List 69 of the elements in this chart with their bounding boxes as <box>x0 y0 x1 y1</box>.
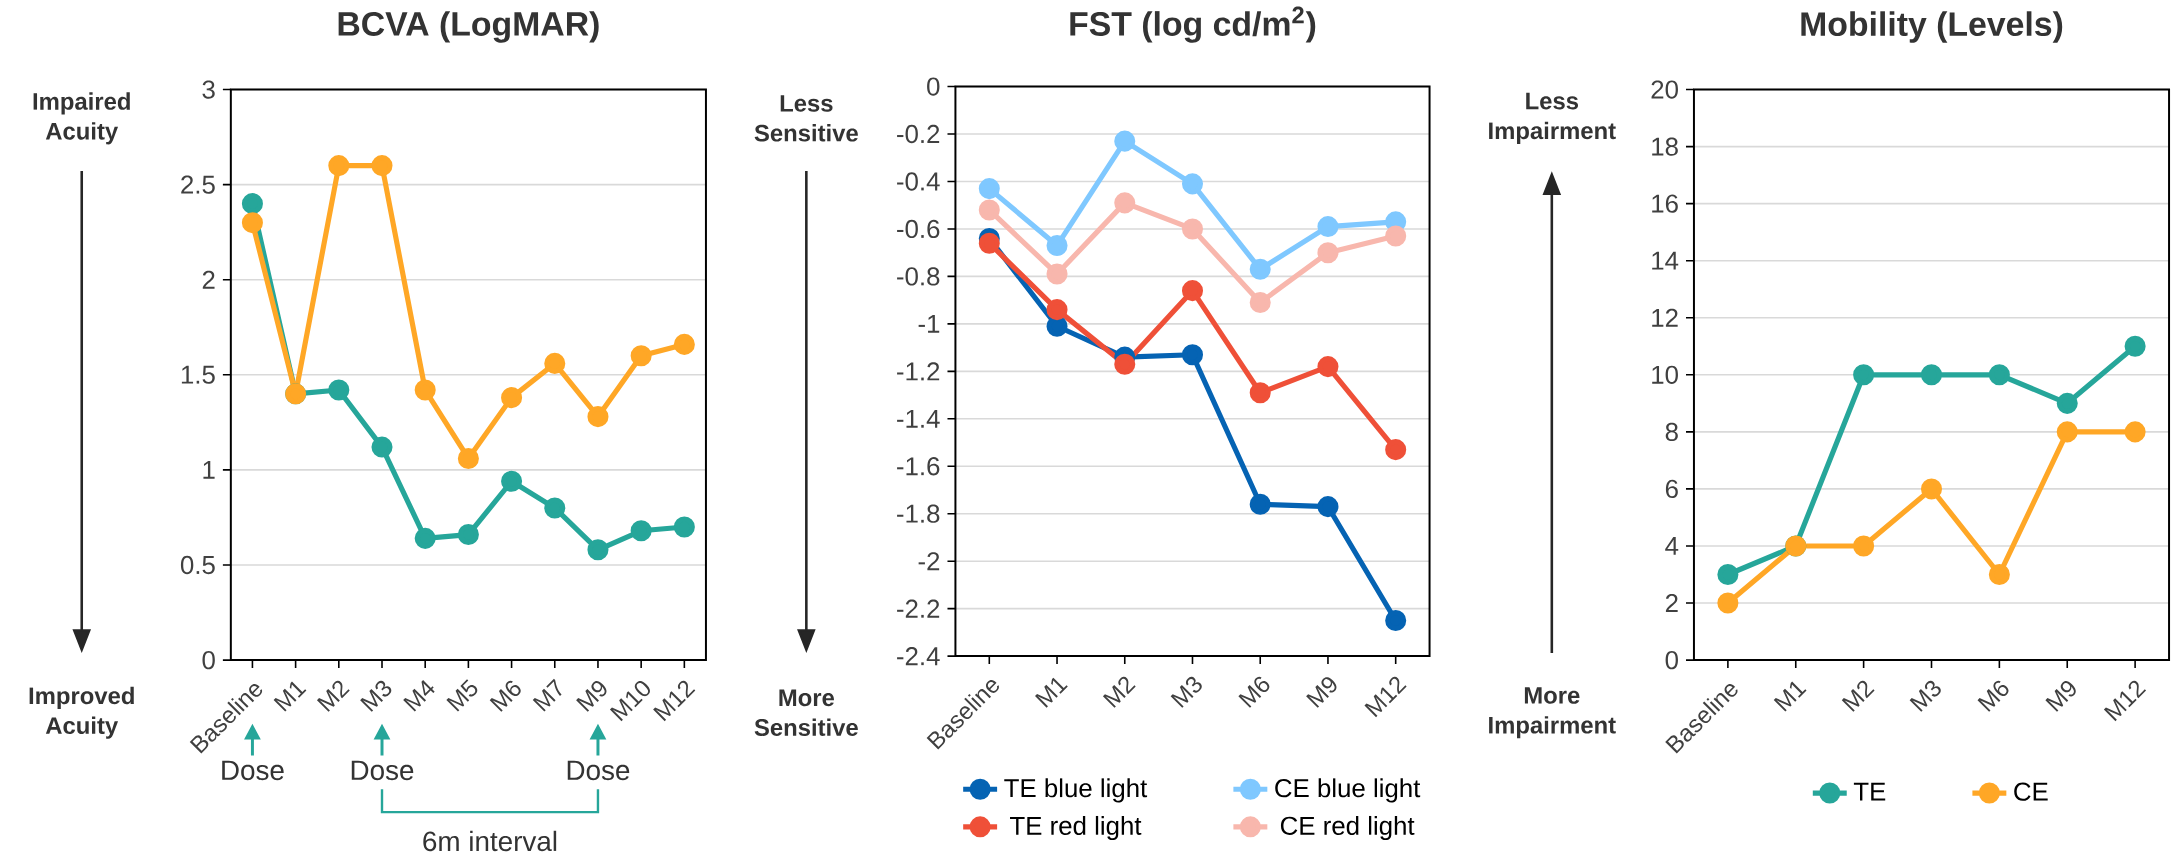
y-tick-label: 12 <box>1652 308 1678 327</box>
legend-label: TE blue light <box>1004 778 1148 803</box>
x-tick-label: M2 <box>316 680 350 712</box>
y-tick-label: -2.4 <box>897 647 940 666</box>
y-tick-label: 3 <box>202 80 215 99</box>
x-tick-label: M2 <box>1102 676 1136 708</box>
text: Dose <box>222 760 284 781</box>
x-tick-label: M3 <box>1170 676 1202 708</box>
y-tick-label: 18 <box>1652 137 1678 156</box>
x-tick-label: M5 <box>446 679 478 712</box>
text: Dose <box>567 760 630 781</box>
x-tick-label: M6 <box>1977 680 2009 712</box>
y-tick-label: 20 <box>1651 80 1678 99</box>
x-tick-label: M6 <box>489 680 521 712</box>
legend-label: TE <box>1853 782 1886 801</box>
x-tick-label: M4 <box>403 680 435 712</box>
y-tick-label: 8 <box>1665 422 1678 442</box>
y-tick-label: 6 <box>1665 479 1678 499</box>
text: 6m interval <box>423 830 557 852</box>
x-tick-label: M1 <box>273 681 307 712</box>
text: More Sensitive <box>754 689 858 737</box>
y-tick-label: 4 <box>1665 537 1679 555</box>
legend-label: CE <box>2014 782 2048 801</box>
y-tick-label: -2 <box>918 552 940 571</box>
text: Less Impairment <box>1489 92 1616 145</box>
legend-label: CE red light <box>1280 816 1415 841</box>
y-tick-label: 0 <box>927 77 940 96</box>
x-tick-label: M3 <box>1909 680 1941 712</box>
x-tick-label: M9 <box>2045 681 2076 712</box>
y-tick-label: -1.6 <box>897 457 940 476</box>
y-tick-label: -1.2 <box>897 362 940 381</box>
text: Impaired Acuity <box>33 92 130 145</box>
y-tick-label: 1.5 <box>181 365 215 384</box>
y-tick-label: -0.2 <box>897 124 940 144</box>
y-tick-label: 14 <box>1652 251 1679 270</box>
x-tick-label: M2 <box>1841 680 1875 712</box>
x-tick-label: M9 <box>1306 677 1337 708</box>
y-tick-label: -2.2 <box>897 599 940 618</box>
y-tick-label: 10 <box>1652 365 1678 385</box>
y-tick-label: -1 <box>918 315 940 333</box>
y-tick-label: -1.8 <box>897 504 940 523</box>
text: Less Sensitive <box>754 95 858 142</box>
chart-title: Mobility (Levels) <box>1801 11 2063 43</box>
legend-label: CE blue light <box>1275 778 1421 803</box>
y-tick-label: 0 <box>202 651 215 670</box>
y-tick-label: 2.5 <box>181 175 215 194</box>
y-tick-label: 0.5 <box>180 555 215 575</box>
y-tick-label: 1 <box>203 461 215 479</box>
y-tick-label: 2 <box>1665 594 1678 613</box>
y-tick-label: -0.6 <box>897 219 940 239</box>
legend-label: TE red light <box>1010 816 1142 841</box>
x-tick-label: M3 <box>360 680 392 712</box>
text: Dose <box>351 760 414 781</box>
x-tick-label: M9 <box>576 681 607 712</box>
x-tick-label: M10 <box>609 681 650 722</box>
y-tick-label: 0 <box>1665 651 1678 670</box>
y-tick-label: 2 <box>202 270 215 289</box>
text: More Impairment <box>1489 687 1616 739</box>
y-tick-label: -0.8 <box>897 267 940 286</box>
y-tick-label: -0.4 <box>897 172 940 191</box>
chart-title: BCVA (LogMAR) <box>338 11 599 43</box>
y-tick-label: 16 <box>1652 194 1678 213</box>
chart-title: FST (log cd/m$^{2}$) <box>1070 6 1316 43</box>
text: Improved Acuity <box>29 686 134 739</box>
x-tick-label: M7 <box>532 678 562 712</box>
x-tick-label: M1 <box>1773 681 1807 712</box>
x-tick-label: M6 <box>1238 676 1270 708</box>
x-tick-label: M1 <box>1035 677 1068 708</box>
y-tick-label: -1.4 <box>897 410 940 428</box>
